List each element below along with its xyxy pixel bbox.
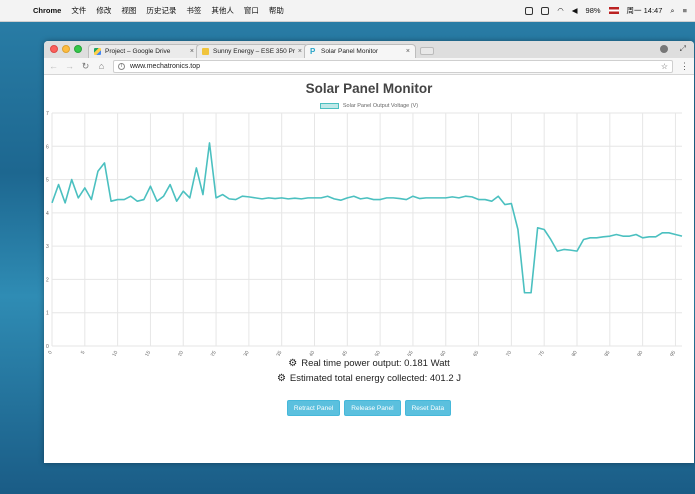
- y-tick-label: 2: [46, 277, 49, 283]
- volume-icon[interactable]: ◀: [571, 6, 578, 15]
- mac-menu-bar: Chrome 文件 修改 视图 历史记录 书签 其他人 窗口 帮助 ◠ ◀ 98…: [0, 0, 695, 22]
- bookmark-star-icon[interactable]: ☆: [660, 61, 668, 71]
- close-tab-icon[interactable]: ×: [405, 48, 410, 55]
- home-icon[interactable]: ⌂: [98, 61, 105, 71]
- tab-google-drive[interactable]: Project – Google Drive ×: [88, 44, 200, 58]
- power-output-text: Real time power output: 0.181 Watt: [301, 358, 450, 369]
- tab-sunny-energy[interactable]: Sunny Energy – ESE 350 Proje ×: [196, 44, 308, 58]
- menu-app-name[interactable]: Chrome: [33, 6, 62, 15]
- control-buttons: Retract Panel Release Panel Reset Data: [44, 400, 694, 416]
- power-output-stat: ⚙ Real time power output: 0.181 Watt: [44, 358, 694, 369]
- y-tick-label: 5: [46, 178, 49, 184]
- x-tick-label: 0: [47, 350, 54, 356]
- x-tick-label: 70: [505, 350, 513, 356]
- tab-title: Project – Google Drive: [105, 48, 171, 55]
- google-drive-icon: [94, 48, 101, 55]
- y-tick-label: 3: [46, 244, 49, 250]
- input-source-flag-icon[interactable]: [608, 7, 619, 14]
- x-tick-label: 25: [210, 350, 218, 356]
- chart-legend[interactable]: Solar Panel Output Voltage (V): [44, 103, 694, 109]
- keyboard-icon[interactable]: [541, 6, 550, 15]
- forward-arrow-icon[interactable]: →: [65, 61, 74, 71]
- x-tick-label: 20: [177, 350, 185, 356]
- chrome-menu-icon[interactable]: ⋮: [680, 60, 689, 71]
- notification-center-icon[interactable]: ≡: [682, 6, 687, 15]
- tab-title: Sunny Energy – ESE 350 Proje: [213, 48, 295, 55]
- browser-window: Project – Google Drive × Sunny Energy – …: [44, 41, 694, 463]
- menu-clock[interactable]: 周一 14:47: [626, 6, 663, 15]
- release-panel-button[interactable]: Release Panel: [344, 400, 401, 416]
- menu-window[interactable]: 窗口: [243, 6, 259, 15]
- gear-icon: ⚙: [276, 373, 286, 384]
- menu-view[interactable]: 视图: [121, 6, 137, 15]
- x-tick-label: 5: [80, 350, 87, 356]
- energy-collected-stat: ⚙ Estimated total energy collected: 401.…: [44, 373, 694, 384]
- browser-toolbar: ← → ↻ ⌂ i www.mechatronics.top ☆ ⋮: [44, 58, 694, 75]
- zoom-window-button[interactable]: [74, 45, 82, 53]
- x-tick-label: 15: [144, 350, 152, 356]
- gear-icon: ⚙: [288, 358, 298, 369]
- info-icon[interactable]: i: [118, 62, 125, 70]
- menu-status-area: ◠ ◀ 98% 周一 14:47 ⌕ ≡: [525, 5, 695, 16]
- tab-title: Solar Panel Monitor: [321, 48, 379, 55]
- battery-percent[interactable]: 98%: [585, 6, 601, 15]
- p-icon: P: [310, 47, 316, 56]
- back-arrow-icon[interactable]: ←: [49, 61, 58, 71]
- x-tick-label: 60: [440, 350, 448, 356]
- x-tick-label: 10: [111, 350, 119, 356]
- profile-icon[interactable]: [660, 45, 668, 53]
- x-tick-label: 55: [407, 350, 415, 356]
- tab-strip: Project – Google Drive × Sunny Energy – …: [44, 41, 694, 58]
- y-tick-label: 7: [46, 111, 49, 117]
- minimize-window-button[interactable]: [62, 45, 70, 53]
- x-tick-label: 45: [341, 350, 349, 356]
- page-content: Solar Panel Monitor Solar Panel Output V…: [44, 75, 694, 463]
- x-tick-label: 90: [636, 350, 644, 356]
- page-title: Solar Panel Monitor: [305, 81, 433, 96]
- window-controls: [50, 45, 82, 53]
- wifi-icon[interactable]: ◠: [557, 6, 564, 15]
- y-tick-label: 1: [46, 311, 49, 317]
- legend-label: Solar Panel Output Voltage (V): [342, 103, 419, 109]
- x-tick-label: 95: [669, 350, 677, 356]
- retract-panel-button[interactable]: Retract Panel: [286, 400, 341, 416]
- address-url[interactable]: www.mechatronics.top: [130, 62, 201, 70]
- y-tick-label: 4: [46, 211, 49, 217]
- x-tick-label: 35: [275, 350, 283, 356]
- menu-help[interactable]: 帮助: [268, 6, 284, 15]
- x-tick-label: 50: [374, 350, 382, 356]
- energy-collected-text: Estimated total energy collected: 401.2 …: [289, 373, 462, 384]
- menu-edit[interactable]: 修改: [96, 6, 112, 15]
- x-tick-label: 65: [472, 350, 480, 356]
- close-tab-icon[interactable]: ×: [297, 48, 302, 55]
- menu-people[interactable]: 其他人: [211, 6, 234, 15]
- tab-solar-panel-monitor[interactable]: P Solar Panel Monitor ×: [304, 44, 416, 58]
- y-tick-label: 6: [46, 144, 49, 150]
- x-tick-label: 80: [571, 350, 579, 356]
- status-icon[interactable]: [525, 6, 534, 15]
- close-tab-icon[interactable]: ×: [189, 48, 194, 55]
- voltage-series-line: [51, 142, 683, 294]
- x-tick-label: 30: [243, 350, 251, 356]
- menu-history[interactable]: 历史记录: [146, 6, 177, 15]
- x-tick-label: 40: [308, 350, 316, 356]
- search-icon[interactable]: ⌕: [670, 5, 675, 15]
- y-tick-label: 0: [46, 344, 49, 350]
- address-bar[interactable]: i www.mechatronics.top ☆: [113, 59, 673, 73]
- new-tab-button[interactable]: [420, 47, 434, 55]
- fullscreen-icon[interactable]: ⤢: [679, 44, 686, 53]
- x-tick-label: 75: [538, 350, 546, 356]
- reset-data-button[interactable]: Reset Data: [404, 400, 452, 416]
- legend-swatch: [319, 103, 339, 109]
- close-window-button[interactable]: [50, 45, 58, 53]
- folder-icon: [202, 48, 209, 55]
- reload-icon[interactable]: ↻: [81, 60, 90, 71]
- x-tick-label: 85: [604, 350, 612, 356]
- menu-file[interactable]: 文件: [71, 6, 87, 15]
- menu-bookmarks[interactable]: 书签: [186, 6, 202, 15]
